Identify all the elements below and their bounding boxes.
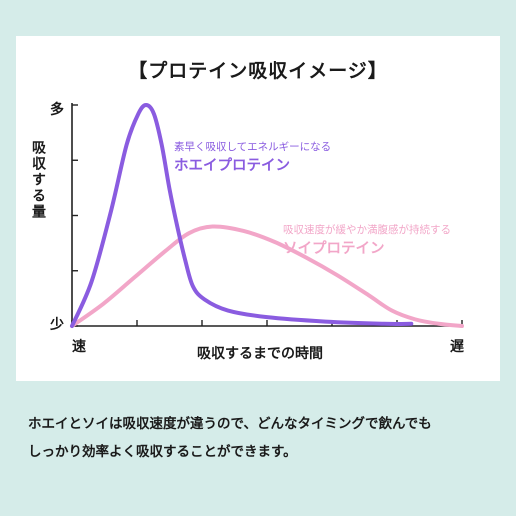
soy-description: 吸収速度が緩やか満腹感が持続する <box>283 224 451 236</box>
y-tick-top: 多 <box>50 102 64 118</box>
y-tick-bottom: 少 <box>50 317 64 333</box>
y-axis-label: 吸収する量 <box>30 140 46 220</box>
whey-series-line <box>70 103 414 328</box>
caption-line-1: ホエイとソイは吸収速度が違うので、どんなタイミングで飲んでも <box>28 416 432 432</box>
soy-series-line <box>70 224 464 328</box>
caption: ホエイとソイは吸収速度が違うので、どんなタイミングで飲んでも しっかり効率よく吸… <box>28 410 498 466</box>
whey-series-label: ホエイプロテイン <box>174 158 290 174</box>
x-tick-end: 遅 <box>450 339 464 355</box>
soy-series-label: ソイプロテイン <box>283 241 385 257</box>
chart-title: 【プロテイン吸収イメージ】 <box>128 60 388 82</box>
x-tick-start: 速 <box>72 339 86 355</box>
whey-description: 素早く吸収してエネルギーになる <box>174 141 332 153</box>
chart-panel: 【プロテイン吸収イメージ】 <box>16 36 500 381</box>
x-axis-label: 吸収するまでの時間 <box>197 346 323 362</box>
caption-line-2: しっかり効率よく吸収することができます。 <box>28 444 297 460</box>
